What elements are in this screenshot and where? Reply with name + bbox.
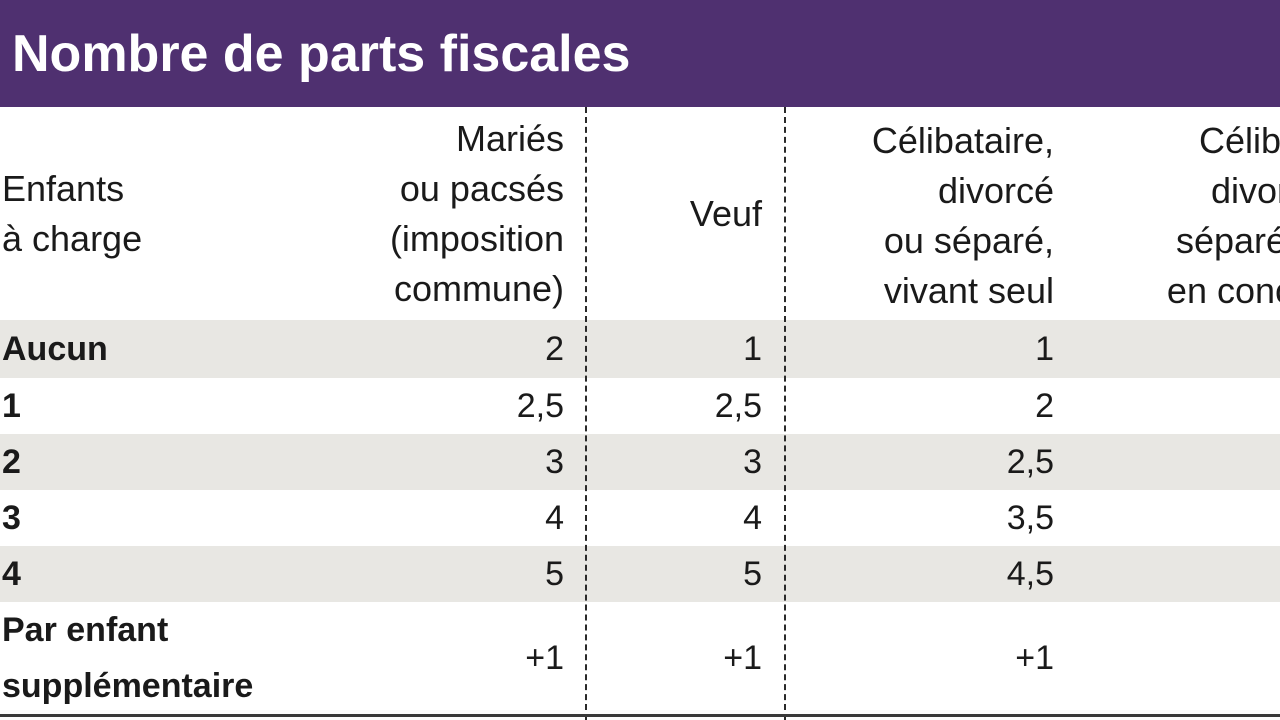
cell-veuf: 1 [743, 329, 762, 368]
table-row: 2 3 3 2,5 [0, 434, 1280, 490]
row-label: Par enfant supplémentaire [2, 602, 298, 714]
row-label-line: supplémentaire [2, 667, 254, 705]
table-row: Par enfant supplémentaire +1 +1 +1 [0, 602, 1280, 714]
header-veuf-line: Veuf [689, 192, 762, 234]
table-row: Aucun 2 1 1 [0, 320, 1280, 378]
header-enfants: Enfants à charge [0, 107, 300, 320]
column-divider [784, 107, 786, 720]
header-concubinage-line: Céliba [1198, 120, 1280, 161]
cell-maries: 3 [545, 442, 564, 481]
cell-maries: 2 [545, 329, 564, 368]
cell-maries: +1 [525, 638, 564, 677]
header-celibataire-line: divorcé [937, 170, 1054, 211]
row-label: 3 [2, 499, 21, 537]
cell-celibataire: 2 [1035, 386, 1054, 425]
header-maries-line: commune) [393, 267, 564, 309]
header-enfants-line: à charge [2, 217, 143, 259]
header-veuf: Veuf [588, 107, 764, 320]
cell-veuf: 2,5 [714, 386, 762, 425]
header-concubinage-line: divor [1210, 170, 1280, 211]
cell-veuf: 3 [743, 442, 762, 481]
row-label-line: Par enfant [2, 611, 169, 649]
header-celibataire-line: Célibataire, [871, 120, 1054, 161]
table-bottom-rule [0, 714, 1280, 717]
table-row: 3 4 4 3,5 [0, 490, 1280, 546]
cell-maries: 5 [545, 554, 564, 593]
header-maries: Mariés ou pacsés (imposition commune) [300, 107, 566, 320]
row-label: 4 [2, 555, 21, 593]
header-concubinage-line: en concub [1166, 270, 1280, 311]
header-celibataire-line: vivant seul [883, 270, 1054, 311]
header-celibataire: Célibataire, divorcé ou séparé, vivant s… [788, 107, 1056, 320]
cell-veuf: 5 [743, 554, 762, 593]
row-label: Aucun [2, 330, 108, 368]
header-maries-line: Mariés [455, 117, 564, 159]
cell-veuf: +1 [723, 638, 762, 677]
cell-maries: 2,5 [516, 386, 564, 425]
table-row: 1 2,5 2,5 2 [0, 378, 1280, 434]
cell-celibataire: 2,5 [1006, 442, 1054, 481]
cell-celibataire: 4,5 [1006, 554, 1054, 593]
cell-celibataire: 3,5 [1006, 498, 1054, 537]
row-label: 2 [2, 443, 21, 481]
header-maries-line: (imposition [389, 217, 564, 259]
row-label: 1 [2, 387, 21, 425]
cell-maries: 4 [545, 498, 564, 537]
header-enfants-line: Enfants [2, 167, 125, 209]
cell-celibataire: 1 [1035, 329, 1054, 368]
cell-celibataire: +1 [1015, 638, 1054, 677]
page-title: Nombre de parts fiscales [12, 25, 631, 83]
header-celibataire-line: ou séparé, [883, 220, 1054, 261]
header-concubinage-line: séparé, v [1175, 220, 1280, 261]
title-bar: Nombre de parts fiscales [0, 0, 1280, 107]
table-row: 4 5 5 4,5 [0, 546, 1280, 602]
cell-veuf: 4 [743, 498, 762, 537]
column-divider [585, 107, 587, 720]
header-maries-line: ou pacsés [399, 167, 564, 209]
header-concubinage: Céliba divor séparé, v en concub [1070, 107, 1280, 320]
